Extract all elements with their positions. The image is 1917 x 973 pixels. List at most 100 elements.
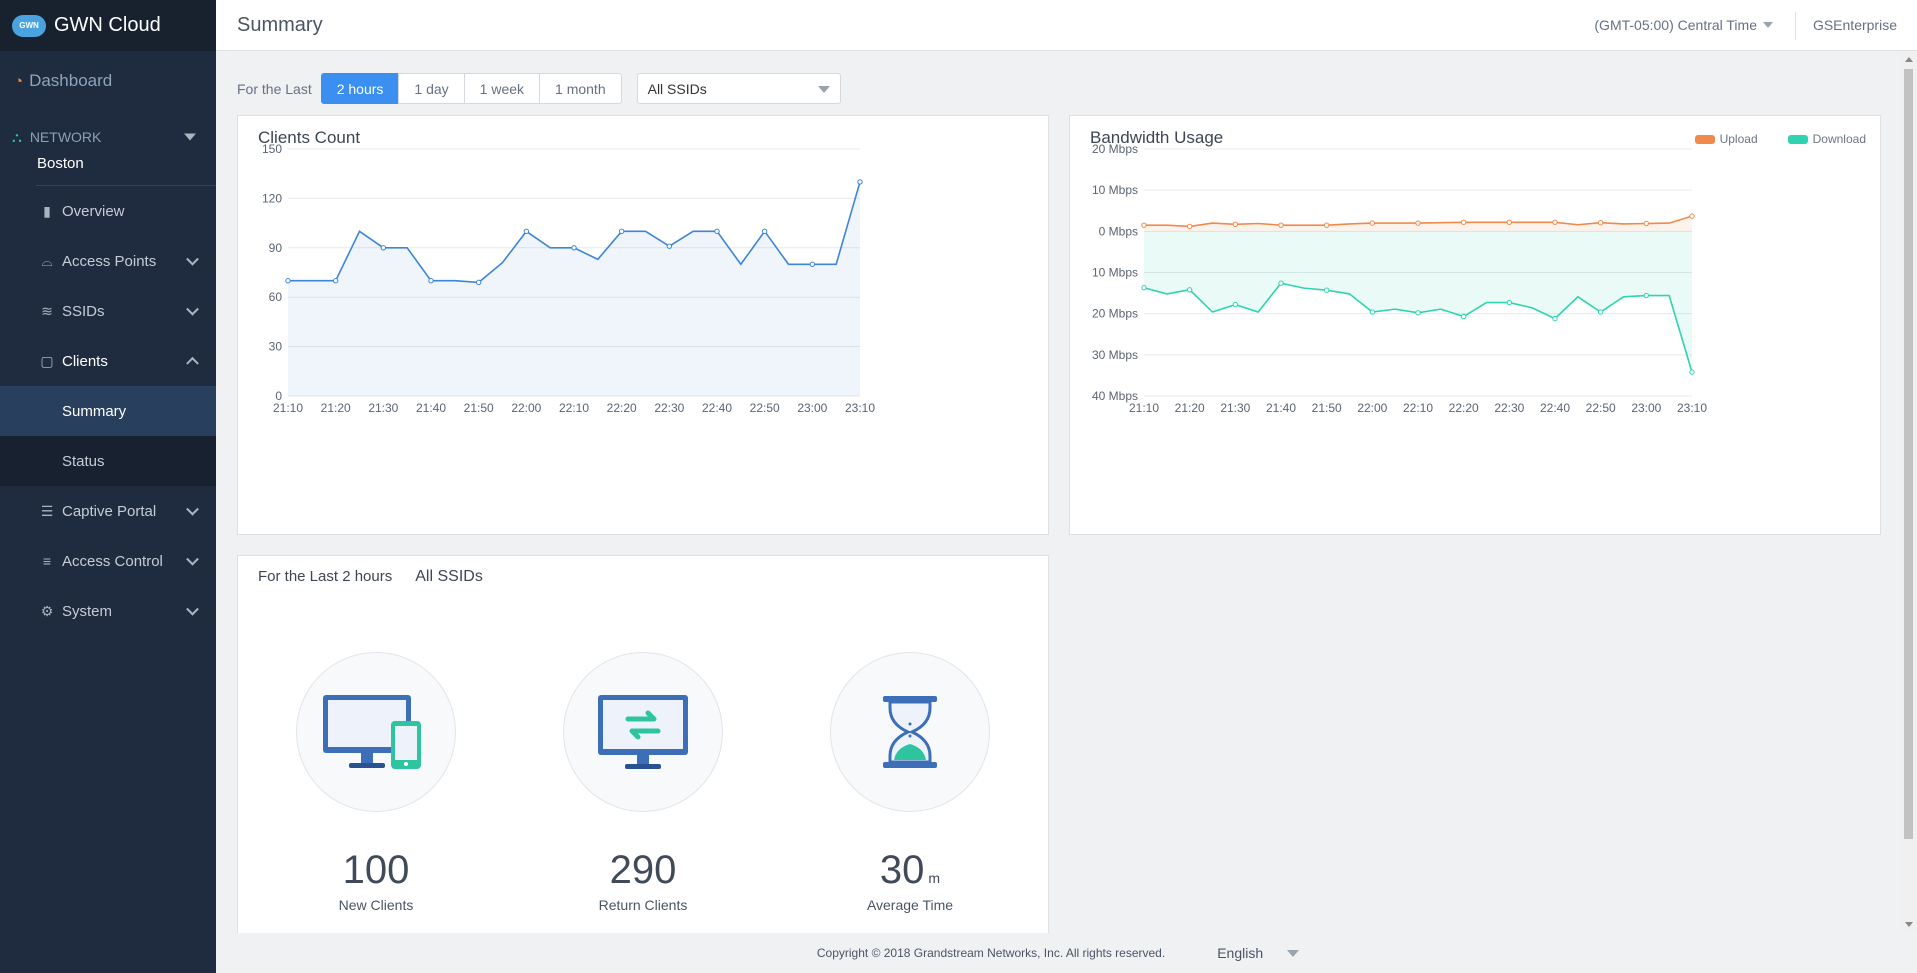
range-2-hours-button[interactable]: 2 hours bbox=[320, 73, 400, 104]
data-point bbox=[809, 261, 816, 267]
caret-down-icon bbox=[1763, 22, 1773, 28]
sidebar: GWN GWN Cloud ◔ Dashboard ⛬ NETWORK Bost… bbox=[0, 0, 216, 973]
sidebar-item-overview[interactable]: ▮ Overview bbox=[0, 186, 216, 236]
y-tick-label: 30 Mbps bbox=[1092, 348, 1138, 362]
data-point bbox=[1186, 223, 1193, 230]
sidebar-item-dashboard[interactable]: ◔ Dashboard bbox=[0, 51, 216, 111]
data-point bbox=[332, 278, 339, 284]
x-tick-label: 21:20 bbox=[1175, 401, 1205, 415]
data-point bbox=[1689, 213, 1695, 219]
sidebar-item-label: Access Control bbox=[62, 552, 163, 570]
sidebar-item-access-control[interactable]: ≡ Access Control bbox=[0, 536, 216, 586]
x-tick-label: 23:10 bbox=[845, 401, 875, 415]
data-point bbox=[1460, 219, 1467, 225]
y-tick-label: 20 Mbps bbox=[1092, 307, 1138, 321]
top-header: Summary (GMT-05:00) Central Time GSEnter… bbox=[216, 0, 1917, 51]
data-point bbox=[1597, 219, 1604, 226]
stat-new-clients: 100 New Clients bbox=[296, 652, 456, 913]
range-1-month-button[interactable]: 1 month bbox=[539, 73, 622, 104]
data-point bbox=[714, 228, 720, 235]
data-point bbox=[1506, 219, 1513, 225]
data-point bbox=[1141, 222, 1147, 228]
x-tick-label: 22:00 bbox=[511, 401, 541, 415]
clients-icon: ▢ bbox=[40, 352, 54, 369]
legend-upload[interactable]: Upload bbox=[1694, 132, 1758, 146]
stat-average-time: 30 m Average Time bbox=[830, 652, 990, 913]
x-tick-label: 22:50 bbox=[750, 401, 780, 415]
legend-upload-label: Upload bbox=[1719, 132, 1758, 146]
y-tick-label: 40 Mbps bbox=[1092, 389, 1138, 403]
sidebar-item-clients[interactable]: ▢ Clients bbox=[0, 336, 216, 386]
data-point bbox=[1278, 222, 1284, 228]
ssid-select[interactable]: All SSIDs bbox=[636, 73, 841, 104]
network-selector[interactable]: ⛬ NETWORK bbox=[0, 119, 216, 155]
y-tick-label: 10 Mbps bbox=[1092, 266, 1138, 280]
caret-down-icon bbox=[817, 86, 830, 93]
copyright: Copyright © 2018 Grandstream Networks, I… bbox=[816, 946, 1166, 960]
sidebar-subitem-summary[interactable]: Summary bbox=[0, 386, 216, 436]
new-clients-value: 100 bbox=[342, 848, 410, 892]
data-point bbox=[618, 228, 625, 235]
bandwidth-usage-chart: 20 Mbps 10 Mbps 0 Mbps 10 Mbps 20 Mbps 30 Mbp… bbox=[1092, 142, 1707, 415]
data-point bbox=[761, 228, 768, 235]
new-clients-label: New Clients bbox=[338, 897, 414, 913]
sidebar-subitem-status[interactable]: Status bbox=[0, 436, 216, 486]
scroll-up-arrow-icon[interactable] bbox=[1905, 57, 1913, 62]
x-tick-label: 21:20 bbox=[321, 401, 351, 415]
range-1-week-button[interactable]: 1 week bbox=[463, 73, 541, 104]
data-point bbox=[1369, 309, 1376, 315]
bandwidth-legend: Upload Download bbox=[1665, 132, 1866, 146]
data-point bbox=[1643, 220, 1650, 227]
y-tick-label: 10 Mbps bbox=[1092, 183, 1138, 197]
language-selector[interactable]: English bbox=[1217, 945, 1300, 961]
x-tick-label: 23:00 bbox=[797, 401, 827, 415]
y-tick-label: 20 Mbps bbox=[1092, 142, 1138, 156]
scroll-thumb[interactable] bbox=[1904, 69, 1913, 839]
range-1-day-button[interactable]: 1 day bbox=[398, 73, 465, 104]
clients-count-card: Clients Count 0 30 60 90 120 150 21:10 21:20 21:… bbox=[237, 115, 1049, 535]
x-tick-label: 22:20 bbox=[607, 401, 637, 415]
sidebar-item-label: Clients bbox=[62, 352, 108, 370]
data-point bbox=[1552, 219, 1558, 225]
upload-swatch bbox=[1694, 134, 1715, 144]
sidebar-item-label: Captive Portal bbox=[62, 502, 157, 520]
x-tick-label: 22:40 bbox=[702, 401, 732, 415]
user-menu[interactable]: GSEnterprise bbox=[1812, 17, 1897, 33]
sidebar-item-ssids[interactable]: ≋ SSIDs bbox=[0, 286, 216, 336]
scrollbar[interactable] bbox=[1900, 51, 1917, 933]
timezone-selector[interactable]: (GMT-05:00) Central Time bbox=[1594, 17, 1773, 33]
sidebar-item-label: Dashboard bbox=[29, 71, 113, 90]
x-tick-label: 21:40 bbox=[416, 401, 446, 415]
legend-download[interactable]: Download bbox=[1787, 132, 1866, 146]
x-tick-label: 21:30 bbox=[368, 401, 398, 415]
brand[interactable]: GWN GWN Cloud bbox=[0, 0, 216, 51]
caret-down-icon bbox=[184, 133, 196, 141]
sidebar-item-access-points[interactable]: ⌓ Access Points bbox=[0, 236, 216, 286]
data-point bbox=[666, 243, 673, 249]
sidebar-item-system[interactable]: ⚙ System bbox=[0, 586, 216, 636]
data-point bbox=[1141, 285, 1147, 291]
language-label: English bbox=[1217, 945, 1264, 961]
data-point bbox=[475, 279, 482, 286]
chevron-down-icon bbox=[186, 552, 199, 566]
brand-name: GWN Cloud bbox=[54, 14, 161, 36]
ssid-select-value: All SSIDs bbox=[647, 80, 707, 97]
return-clients-label: Return Clients bbox=[598, 897, 688, 913]
access-point-icon: ⌓ bbox=[41, 252, 53, 269]
sidebar-item-label: SSIDs bbox=[62, 302, 105, 320]
hourglass-icon bbox=[830, 652, 990, 812]
sidebar-item-captive-portal[interactable]: ☰ Captive Portal bbox=[0, 486, 216, 536]
data-point bbox=[523, 228, 530, 235]
network-name: Boston bbox=[36, 155, 216, 186]
return-clients-icon bbox=[563, 652, 723, 812]
sidebar-item-label: System bbox=[62, 602, 113, 620]
sidebar-item-label: Access Points bbox=[62, 252, 157, 270]
return-clients-value: 290 bbox=[609, 848, 677, 892]
x-tick-label: 22:30 bbox=[654, 401, 684, 415]
list-icon: ☰ bbox=[40, 502, 54, 519]
chevron-down-icon bbox=[186, 602, 199, 616]
data-point bbox=[1597, 309, 1604, 315]
sidebar-item-label: Overview bbox=[62, 202, 125, 220]
scroll-down-arrow-icon[interactable] bbox=[1905, 922, 1913, 927]
x-tick-label: 22:20 bbox=[1449, 401, 1479, 415]
